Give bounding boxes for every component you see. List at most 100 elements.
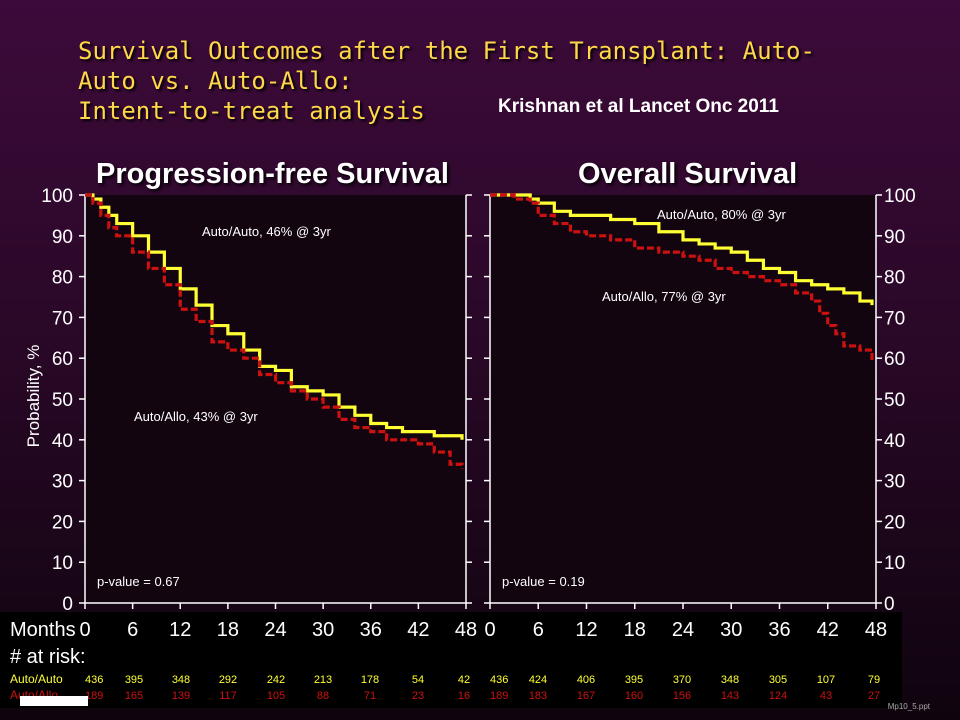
plot-area	[490, 195, 876, 603]
risk-count-os: 183	[529, 690, 547, 702]
y-tick-label: 50	[884, 390, 905, 411]
risk-count-os: 156	[673, 690, 691, 702]
x-tick-label: 42	[817, 619, 839, 641]
y-tick-label: 0	[62, 594, 73, 615]
risk-table-background	[0, 612, 902, 708]
y-tick-label: 30	[884, 472, 905, 493]
risk-count-pfs: 54	[412, 674, 424, 686]
series-label: Auto/Auto, 46% @ 3yr	[202, 224, 331, 239]
risk-count-pfs: 178	[361, 674, 379, 686]
risk-count-os: 79	[868, 674, 880, 686]
y-tick-label: 70	[884, 308, 905, 329]
y-axis-label: Probability, %	[24, 345, 43, 448]
series-label: Auto/Auto, 80% @ 3yr	[657, 207, 786, 222]
x-tick-label: 6	[127, 619, 138, 641]
slide-title: Survival Outcomes after the First Transp…	[78, 37, 815, 125]
y-tick-label: 100	[884, 186, 916, 207]
x-tick-label: 36	[768, 619, 790, 641]
series-line-0	[85, 193, 464, 440]
risk-count-pfs: 242	[267, 674, 285, 686]
x-tick-label: 30	[312, 619, 334, 641]
y-tick-label: 20	[52, 512, 73, 533]
logo	[20, 696, 88, 706]
risk-count-os: 305	[769, 674, 787, 686]
risk-count-pfs: 71	[364, 690, 376, 702]
at-risk-label: # at risk:	[10, 646, 86, 668]
risk-count-os: 143	[721, 690, 739, 702]
risk-count-pfs: 292	[219, 674, 237, 686]
x-tick-label: 36	[360, 619, 382, 641]
risk-count-pfs: 213	[314, 674, 332, 686]
x-tick-label: 18	[624, 619, 646, 641]
risk-count-os: 124	[769, 690, 787, 702]
x-tick-label: 48	[865, 619, 887, 641]
risk-count-pfs: 16	[458, 690, 470, 702]
footer-filename: Mp10_5.ppt	[887, 702, 930, 711]
risk-count-pfs: 165	[125, 690, 143, 702]
y-tick-label: 60	[52, 349, 73, 370]
risk-count-os: 189	[490, 690, 508, 702]
risk-count-os: 167	[577, 690, 595, 702]
risk-count-pfs: 436	[85, 674, 103, 686]
risk-count-pfs: 348	[172, 674, 190, 686]
risk-count-pfs: 189	[85, 690, 103, 702]
risk-count-os: 406	[577, 674, 595, 686]
y-tick-label: 90	[52, 227, 73, 248]
y-tick-label: 40	[52, 431, 73, 452]
y-tick-label: 20	[884, 512, 905, 533]
risk-count-os: 348	[721, 674, 739, 686]
pfs-chart-title: Progression-free Survival	[96, 158, 449, 190]
risk-count-os: 370	[673, 674, 691, 686]
series-line-1	[85, 193, 464, 469]
risk-count-pfs: 139	[172, 690, 190, 702]
risk-count-os: 160	[625, 690, 643, 702]
series-label: Auto/Allo, 77% @ 3yr	[602, 289, 726, 304]
x-tick-label: 24	[264, 619, 286, 641]
risk-count-pfs: 88	[317, 690, 329, 702]
y-tick-label: 100	[41, 186, 73, 207]
series-line-1	[490, 193, 874, 363]
risk-count-pfs: 23	[412, 690, 424, 702]
x-tick-label: 0	[484, 619, 495, 641]
risk-count-os: 27	[868, 690, 880, 702]
y-tick-label: 90	[884, 227, 905, 248]
x-tick-label: 24	[672, 619, 694, 641]
months-label: Months	[10, 619, 76, 641]
y-tick-label: 30	[52, 472, 73, 493]
y-tick-label: 70	[52, 308, 73, 329]
y-tick-label: 40	[884, 431, 905, 452]
p-value-label: p-value = 0.67	[97, 574, 180, 589]
citation: Krishnan et al Lancet Onc 2011	[498, 96, 779, 117]
risk-count-pfs: 117	[219, 690, 237, 702]
y-tick-label: 80	[52, 268, 73, 289]
plot-area	[85, 195, 466, 603]
x-tick-label: 30	[720, 619, 742, 641]
risk-count-pfs: 105	[267, 690, 285, 702]
x-tick-label: 48	[455, 619, 477, 641]
x-tick-label: 0	[79, 619, 90, 641]
y-tick-label: 50	[52, 390, 73, 411]
y-tick-label: 80	[884, 268, 905, 289]
y-tick-label: 10	[52, 553, 73, 574]
series-line-0	[490, 193, 874, 306]
y-tick-label: 0	[884, 594, 895, 615]
risk-count-os: 107	[817, 674, 835, 686]
risk-count-os: 436	[490, 674, 508, 686]
y-tick-label: 10	[884, 553, 905, 574]
series-label: Auto/Allo, 43% @ 3yr	[134, 409, 258, 424]
risk-count-os: 395	[625, 674, 643, 686]
risk-count-os: 43	[820, 690, 832, 702]
risk-count-os: 424	[529, 674, 547, 686]
risk-count-pfs: 42	[458, 674, 470, 686]
x-tick-label: 18	[217, 619, 239, 641]
y-tick-label: 60	[884, 349, 905, 370]
x-tick-label: 12	[575, 619, 597, 641]
x-tick-label: 6	[533, 619, 544, 641]
p-value-label: p-value = 0.19	[502, 574, 585, 589]
x-tick-label: 42	[407, 619, 429, 641]
x-tick-label: 12	[169, 619, 191, 641]
risk-count-pfs: 395	[125, 674, 143, 686]
os-chart-title: Overall Survival	[578, 158, 798, 190]
risk-row-label: Auto/Auto	[10, 672, 63, 686]
